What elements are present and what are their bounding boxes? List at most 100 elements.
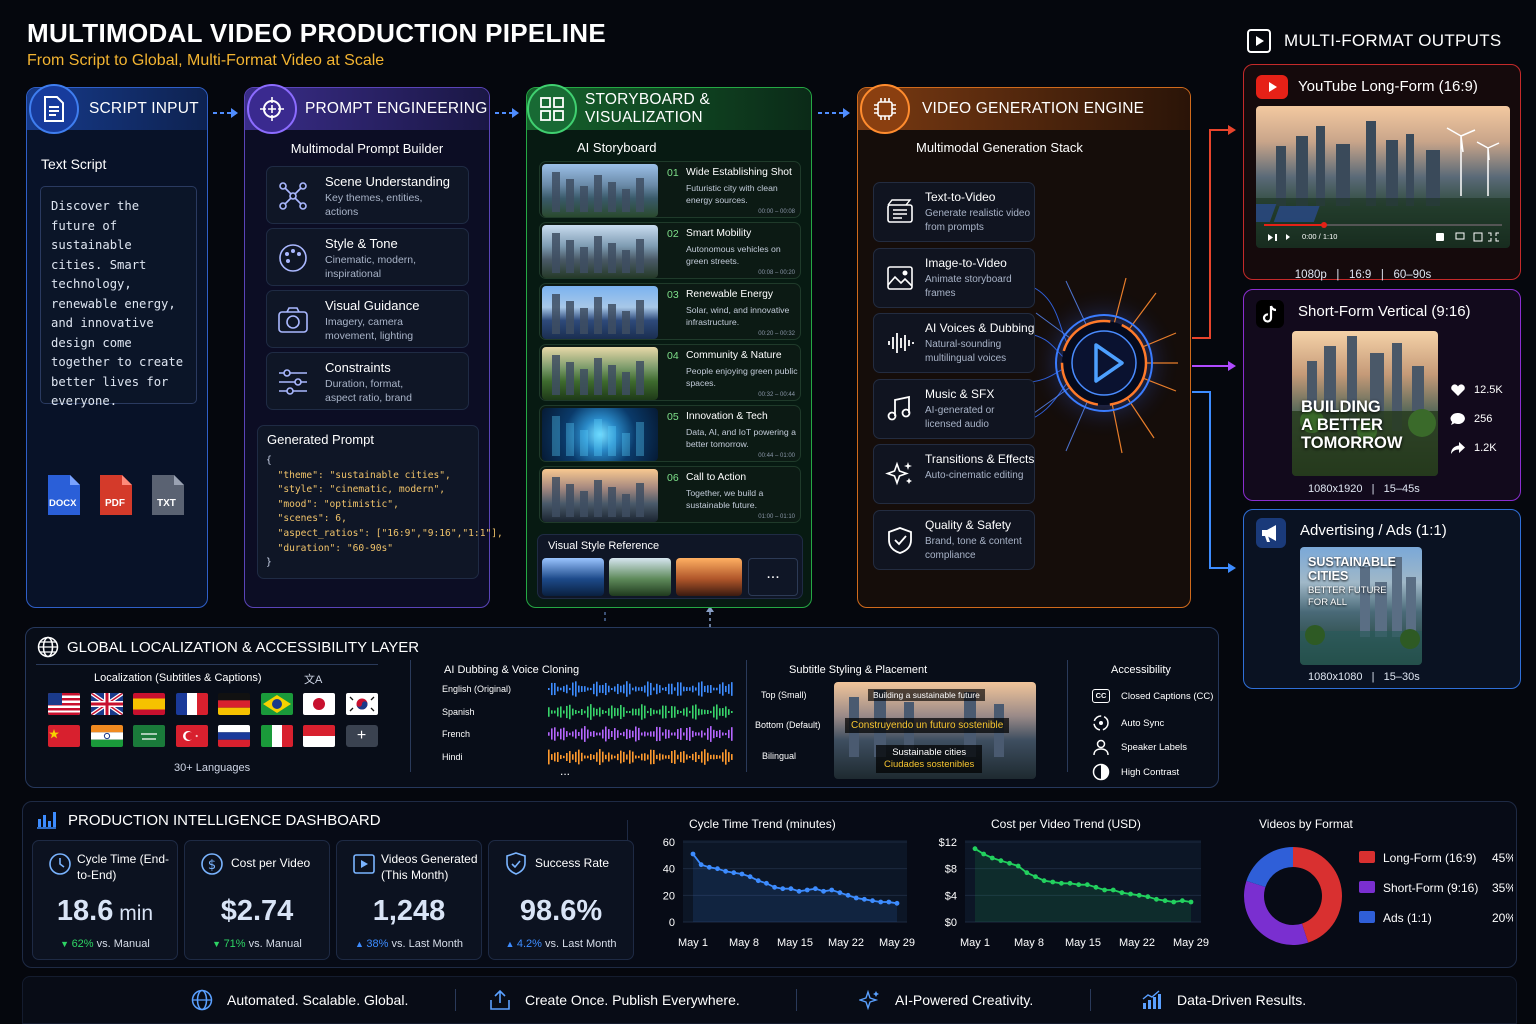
ads-overlay-text: SUSTAINABLE CITIES BETTER FUTURE FOR ALL xyxy=(1308,555,1396,608)
flag-us-icon[interactable] xyxy=(48,693,80,715)
data-point xyxy=(764,880,769,886)
more-styles-button[interactable]: ... xyxy=(748,558,798,596)
visual-style-reference[interactable]: Visual Style Reference ... xyxy=(537,534,803,599)
like-count[interactable]: 12.5K xyxy=(1450,383,1503,397)
style-thumb-blue[interactable] xyxy=(542,558,604,596)
prompt-item-constraints[interactable]: Constraints Duration, format, aspect rat… xyxy=(266,352,469,410)
auto-sync-option[interactable]: Auto Sync xyxy=(1092,714,1164,732)
engine-item[interactable]: AI Voices & Dubbing Natural-sounding mult… xyxy=(873,313,1035,373)
data-point xyxy=(1084,882,1090,888)
bar-chart-icon xyxy=(35,810,57,830)
engine-item[interactable]: Music & SFX AI-generated or licensed audi… xyxy=(873,378,1035,439)
script-textarea[interactable]: Discover the future of sustainable citie… xyxy=(40,186,197,408)
ads-output-card[interactable]: Advertising / Ads (1:1) SUSTAINABLE CITI… xyxy=(1243,509,1521,689)
text-script-label: Text Script xyxy=(41,156,107,172)
y-tick-label: 0 xyxy=(669,917,675,929)
cc-option[interactable]: CC Closed Captions (CC) xyxy=(1092,689,1213,703)
style-thumb-green[interactable] xyxy=(609,558,671,596)
code-line: "style": "cinematic, modern", xyxy=(266,484,446,496)
subtitle-styling-title: Subtitle Styling & Placement xyxy=(789,664,928,676)
footer-item-global: Automated. Scalable. Global. xyxy=(191,989,408,1011)
footer-bar: Automated. Scalable. Global. Create Once… xyxy=(22,976,1517,1024)
share-count[interactable]: 1.2K xyxy=(1450,441,1497,455)
youtube-output-card[interactable]: YouTube Long-Form (16:9) 0:00 / 1:10 108… xyxy=(1243,64,1521,281)
flag-de-icon[interactable] xyxy=(218,693,250,715)
kpi-value: 98.6% xyxy=(519,895,603,927)
docx-file-icon[interactable]: DOCX xyxy=(48,475,80,515)
speaker-labels-option[interactable]: Speaker Labels xyxy=(1092,738,1187,756)
generated-prompt-label: Generated Prompt xyxy=(267,432,374,447)
data-point xyxy=(886,899,892,905)
flag-es-icon[interactable] xyxy=(133,693,165,715)
prompt-builder-subtitle: Multimodal Prompt Builder xyxy=(290,141,444,156)
style-thumb-sunset[interactable] xyxy=(676,558,742,596)
pdf-file-icon[interactable]: PDF xyxy=(100,475,132,515)
flag-cn-icon[interactable] xyxy=(48,725,80,747)
prompt-item-scene[interactable]: Scene Understanding Key themes, entities… xyxy=(266,166,469,224)
kpi-label: Cycle Time (End-to-End) xyxy=(77,852,170,882)
svg-text:$: $ xyxy=(208,858,216,873)
prompt-item-visual[interactable]: Visual Guidance Imagery, camera movement… xyxy=(266,290,469,348)
comment-count[interactable]: 256 xyxy=(1450,412,1492,426)
data-point xyxy=(1059,880,1064,886)
short-form-output-card[interactable]: Short-Form Vertical (9:16) BUILDING A BET… xyxy=(1243,289,1521,501)
data-point xyxy=(747,874,753,880)
data-point xyxy=(796,888,802,894)
flag-tr-icon[interactable] xyxy=(175,725,208,747)
storyboard-shot[interactable]: 03 Renewable Energy Solar, wind, and innov… xyxy=(539,283,801,340)
flag-uk-icon[interactable] xyxy=(90,693,123,715)
storyboard-shot[interactable]: 06 Call to Action Together, we build a sus… xyxy=(539,466,801,523)
shot-thumbnail xyxy=(542,164,658,217)
storyboard-shot[interactable]: 05 Innovation & Tech Data, AI, and IoT pow… xyxy=(539,405,801,462)
dub-language-label: English (Original) xyxy=(442,684,512,694)
y-tick-label: 20 xyxy=(663,890,675,902)
high-contrast-option[interactable]: High Contrast xyxy=(1092,763,1179,781)
flag-in-icon[interactable] xyxy=(90,725,123,747)
add-language-button[interactable]: + xyxy=(345,725,378,747)
engine-item[interactable]: Text-to-Video Generate realistic video fr… xyxy=(873,182,1035,242)
kpi-delta: ▲ 38% vs. Last Month xyxy=(354,938,464,950)
flag-sa-icon[interactable] xyxy=(133,725,165,747)
engine-item-title: Text-to-Video xyxy=(925,190,996,204)
flag-fr-icon[interactable] xyxy=(175,693,208,715)
ads-preview[interactable]: SUSTAINABLE CITIES BETTER FUTURE FOR ALL xyxy=(1300,547,1422,665)
subtitles-title: Localization (Subtitles & Captions) xyxy=(94,672,262,684)
flag-kr-icon[interactable] xyxy=(345,693,378,715)
placement-top[interactable]: Top (Small) xyxy=(761,690,807,700)
x-tick-label: May 29 xyxy=(1173,937,1209,949)
placement-bottom[interactable]: Bottom (Default) xyxy=(755,720,821,730)
image-icon xyxy=(885,263,915,293)
storyboard-shot[interactable]: 02 Smart Mobility Autonomous vehicles on g… xyxy=(539,222,801,279)
engine-item[interactable]: Quality & Safety Brand, tone & content co… xyxy=(873,509,1035,570)
kpi-label: Videos Generated (This Month) xyxy=(381,852,478,882)
megaphone-icon xyxy=(1256,518,1286,548)
generated-prompt-box[interactable]: Generated Prompt { "theme": "sustainable… xyxy=(257,425,503,579)
prompt-item-style[interactable]: Style & Tone Cinematic, modern, inspirat… xyxy=(266,228,469,286)
prompt-code: { "theme": "sustainable cities", "style"… xyxy=(266,454,503,571)
engine-item[interactable]: Transitions & Effects Auto-cinematic edit… xyxy=(873,444,1035,504)
engine-item-title: AI Voices & Dubbing xyxy=(925,321,1035,335)
data-point xyxy=(698,862,704,868)
placement-bilingual[interactable]: Bilingual xyxy=(762,751,797,761)
flag-id-icon[interactable] xyxy=(303,725,335,747)
txt-file-icon[interactable]: TXT xyxy=(152,475,184,515)
engine-item[interactable]: Image-to-Video Animate storyboard frames xyxy=(873,247,1035,308)
engine-item-desc: Auto-cinematic editing xyxy=(925,470,1024,481)
flag-it-icon[interactable] xyxy=(260,725,293,747)
flag-br-icon[interactable] xyxy=(260,693,293,715)
storyboard-shot[interactable]: 04 Community & Nature People enjoying gree… xyxy=(539,344,801,401)
youtube-video-preview[interactable]: 0:00 / 1:10 xyxy=(1256,106,1510,248)
code-line: "mood": "optimistic", xyxy=(266,498,399,510)
flag-ru-icon[interactable] xyxy=(218,725,250,747)
youtube-specs: 1080p | 16:9 | 60–90s xyxy=(1294,269,1432,281)
data-point xyxy=(1188,899,1194,905)
contrast-icon xyxy=(1092,763,1110,781)
short-form-preview[interactable]: BUILDING A BETTER TOMORROW xyxy=(1292,331,1438,476)
shot-description: Together, we build a sustainable future. xyxy=(686,488,764,510)
ads-specs: 1080x1080 | 15–30s xyxy=(1308,671,1420,683)
footer-item-ai: AI-Powered Creativity. xyxy=(859,989,1033,1011)
data-point xyxy=(1076,882,1082,888)
short-specs: 1080x1920 | 15–45s xyxy=(1308,483,1420,495)
storyboard-shot[interactable]: 01 Wide Establishing Shot Futuristic city … xyxy=(539,161,801,218)
flag-jp-icon[interactable] xyxy=(303,693,335,715)
